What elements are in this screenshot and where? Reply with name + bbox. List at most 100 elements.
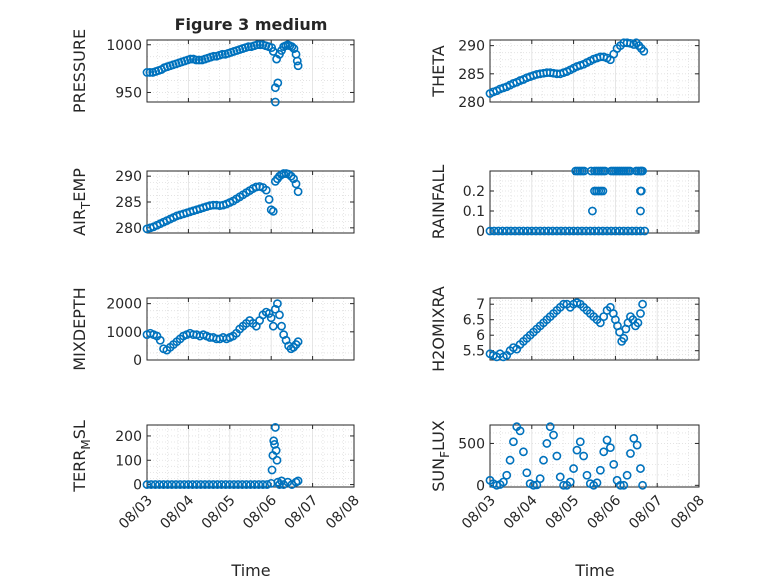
figure-title: Figure 3 medium [175,15,328,34]
y-axis-label-main: RAINFALL [429,165,448,240]
data-point [485,226,495,236]
data-point [598,186,608,196]
x-tick-label: 08/06 [240,492,280,532]
data-point [592,478,602,488]
data-point [636,309,645,318]
data-point [264,309,274,318]
data-point [159,480,168,489]
y-axis-label-subscript: T [79,201,93,210]
data-point [293,476,303,486]
data-point [270,423,280,432]
data-point [167,480,177,489]
data-point [204,480,214,489]
data-point [545,422,555,432]
data-point [619,333,629,343]
data-point [186,54,195,64]
data-point [266,205,276,215]
data-point [629,434,639,443]
data-point [196,480,206,489]
y-tick-label: 7 [476,297,485,313]
subplot-6: 5.566.57 H2OMIXRA [429,286,700,372]
data-point [291,179,301,189]
y-tick-label: 0 [476,224,485,240]
data-point [519,447,528,457]
data-point [535,226,545,236]
x-tick-label: 08/07 [626,493,666,533]
data-point [565,477,575,487]
y-tick-label: 100 [115,453,142,469]
y-tick-label: 6.5 [463,313,485,329]
y-tick-label: 285 [115,195,142,211]
x-tick-label: 08/08 [668,493,708,533]
y-tick-label: 1000 [106,38,142,54]
data-point [505,455,515,465]
data-point [194,55,204,65]
x-tick-label: 08/07 [282,493,322,533]
subplot-8: 0 500 08/03 08/04 08/05 08/06 08/07 08/08 SUNFLU… [429,420,708,532]
data-point [527,226,537,236]
data-point [171,480,181,489]
x-tick-label: 08/04 [501,492,541,532]
axes-box [489,39,700,103]
y-axis-label-subscript: M [79,439,93,449]
data-point [275,310,284,320]
data-point [268,321,278,331]
data-point [633,318,643,328]
y-tick-label: 0.2 [463,184,485,200]
data-point [142,480,152,489]
data-point [284,169,293,179]
y-axis-label-rest: LUX [429,420,448,451]
data-point [241,480,251,489]
y-axis-label-rest: SL [70,420,89,439]
data-point [636,464,645,473]
data-point [252,40,262,50]
x-tick-label: 08/03 [459,493,499,533]
data-point [267,465,277,475]
data-point [264,195,274,204]
data-point [258,480,268,489]
data-point [639,46,649,56]
data-point [609,459,619,469]
y-axis-label-main: TERR [70,450,89,493]
data-point [519,226,528,236]
y-tick-label: 290 [115,169,142,185]
data-point [498,226,507,236]
data-point [289,44,299,53]
data-point [237,480,247,489]
data-point [560,226,570,236]
y-tick-label: 285 [458,67,485,83]
data-point [625,166,635,176]
data-point [539,226,549,236]
data-point [599,447,609,457]
y-axis-label: SUNFLUX [429,420,452,492]
data-point [606,226,616,236]
x-tick-label: 08/03 [116,493,156,533]
y-tick-label: 0 [133,478,142,494]
data-point [542,439,552,448]
x-tick-label: 08/04 [157,492,197,532]
data-point [502,470,512,480]
data-point [145,68,155,77]
data-point [556,226,566,236]
data-point [155,335,165,345]
subplot-3: 280 285 290 AIRTEMP [70,168,355,237]
y-tick-label: 0.1 [463,204,485,220]
data-point [293,187,303,197]
x-tick-label: 08/05 [199,493,239,533]
data-point [573,226,583,236]
data-point [539,455,548,465]
subplot-4: 0 0.1 0.2 RAINFALL [429,165,700,240]
data-point [638,299,647,309]
y-tick-label: 0 [133,353,142,369]
y-tick-label: 280 [458,95,485,111]
data-point [498,477,508,487]
data-point [602,226,612,236]
data-point [212,480,222,489]
y-axis-label: AIRTEMP [70,168,93,236]
data-point [489,226,499,236]
data-point [269,436,279,446]
data-point [266,313,276,323]
data-point [255,40,265,50]
x-axis-label-right: Time [574,561,614,580]
y-tick-label: 290 [458,39,485,55]
